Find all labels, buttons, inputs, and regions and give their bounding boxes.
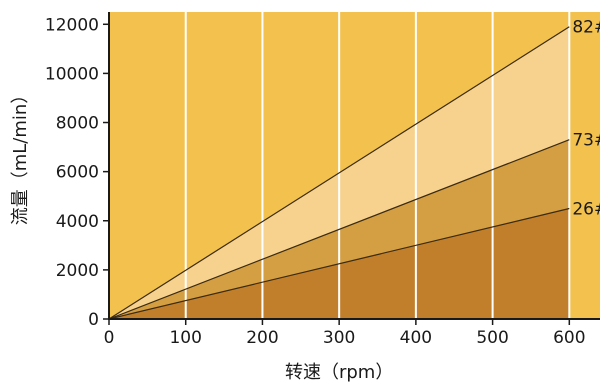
y-axis-title: 流量（mL/min） bbox=[10, 86, 31, 226]
y-tick-label-12000: 12000 bbox=[45, 15, 99, 35]
series-labels: 82# 73# 26# bbox=[572, 18, 600, 220]
y-tick-label-0: 0 bbox=[88, 310, 99, 330]
x-tick-label-400: 400 bbox=[400, 328, 432, 348]
series-lines bbox=[108, 26, 570, 320]
y-tick-label-4000: 4000 bbox=[56, 212, 99, 232]
x-tick-label-300: 300 bbox=[323, 328, 355, 348]
axes bbox=[103, 12, 600, 325]
series-line-73# bbox=[108, 139, 570, 320]
series-line-82# bbox=[108, 26, 570, 320]
series-label-73#: 73# bbox=[572, 131, 600, 151]
x-tick-labels: 0 100 200 300 400 500 600 bbox=[104, 328, 586, 348]
y-tick-label-10000: 10000 bbox=[45, 64, 99, 84]
x-tick-label-0: 0 bbox=[104, 328, 115, 348]
series-line-26# bbox=[108, 207, 570, 320]
x-tick-label-100: 100 bbox=[169, 328, 201, 348]
x-tick-label-600: 600 bbox=[553, 328, 585, 348]
series-label-26#: 26# bbox=[572, 199, 600, 219]
y-tick-labels: 0 2000 4000 6000 8000 10000 12000 bbox=[45, 15, 99, 330]
x-tick-label-500: 500 bbox=[476, 328, 508, 348]
y-tick-label-2000: 2000 bbox=[56, 261, 99, 281]
y-tick-label-8000: 8000 bbox=[56, 114, 99, 134]
x-axis-title: 转速（rpm） bbox=[285, 362, 393, 383]
y-tick-label-6000: 6000 bbox=[56, 163, 99, 183]
gridlines bbox=[184, 12, 571, 319]
series-label-82#: 82# bbox=[572, 18, 600, 38]
x-tick-label-200: 200 bbox=[246, 328, 278, 348]
